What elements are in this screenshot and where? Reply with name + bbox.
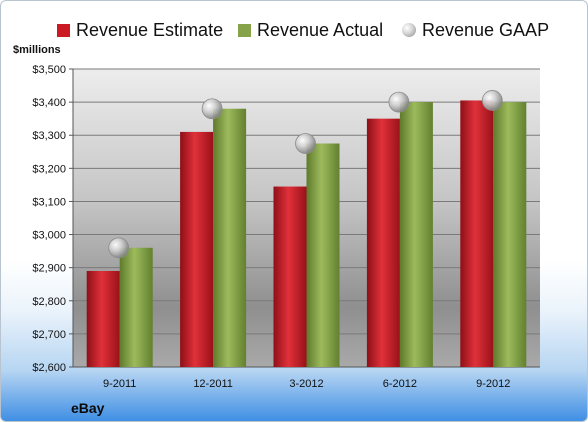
x-tick-label: 9-2011 — [103, 378, 136, 390]
x-tick-label: 9-2012 — [476, 378, 510, 390]
y-tick-label: $2,600 — [32, 362, 66, 374]
bar-revenue-actual — [493, 102, 527, 367]
legend-item-actual: Revenue Actual — [238, 17, 383, 43]
bar-revenue-estimate — [273, 186, 307, 367]
marker-revenue-gaap — [388, 91, 410, 113]
x-tick-label: 12-2011 — [193, 378, 233, 390]
bar-revenue-actual — [213, 108, 247, 367]
legend-label-estimate: Revenue Estimate — [76, 19, 224, 40]
marker-revenue-gaap — [201, 98, 223, 120]
y-tick-label: $3,500 — [32, 64, 66, 76]
y-tick-label: $3,300 — [32, 130, 66, 142]
bar-revenue-actual — [306, 143, 340, 367]
legend-item-gaap: Revenue GAAP — [402, 17, 549, 43]
legend-item-estimate: Revenue Estimate — [57, 17, 223, 43]
y-tick-label: $2,800 — [32, 296, 66, 308]
bar-revenue-estimate — [460, 100, 494, 367]
legend-label-actual: Revenue Actual — [257, 19, 384, 40]
marker-revenue-gaap — [108, 237, 130, 259]
y-tick-label: $2,700 — [32, 329, 66, 341]
y-axis-unit-label: $millions — [13, 44, 61, 56]
y-tick-label: $2,900 — [32, 263, 66, 275]
y-tick-label: $3,400 — [32, 97, 66, 109]
bar-revenue-actual — [399, 102, 433, 367]
legend: Revenue Estimate Revenue Actual Revenue … — [1, 17, 587, 43]
legend-label-gaap: Revenue GAAP — [422, 19, 550, 40]
y-tick-label: $3,200 — [32, 163, 66, 175]
marker-revenue-gaap — [481, 90, 503, 111]
legend-swatch-estimate — [57, 23, 70, 37]
legend-marker-gaap — [402, 23, 416, 37]
bar-revenue-estimate — [180, 131, 214, 367]
y-tick-label: $3,100 — [32, 196, 66, 208]
x-tick-label: 6-2012 — [383, 378, 417, 390]
y-tick-label: $3,000 — [32, 230, 66, 242]
bar-revenue-actual — [119, 247, 153, 367]
legend-swatch-actual — [238, 23, 251, 37]
bar-revenue-estimate — [366, 118, 400, 368]
marker-revenue-gaap — [295, 133, 316, 154]
bar-revenue-estimate — [86, 270, 120, 367]
company-name: eBay — [71, 400, 105, 416]
x-tick-label: 3-2012 — [289, 378, 323, 390]
